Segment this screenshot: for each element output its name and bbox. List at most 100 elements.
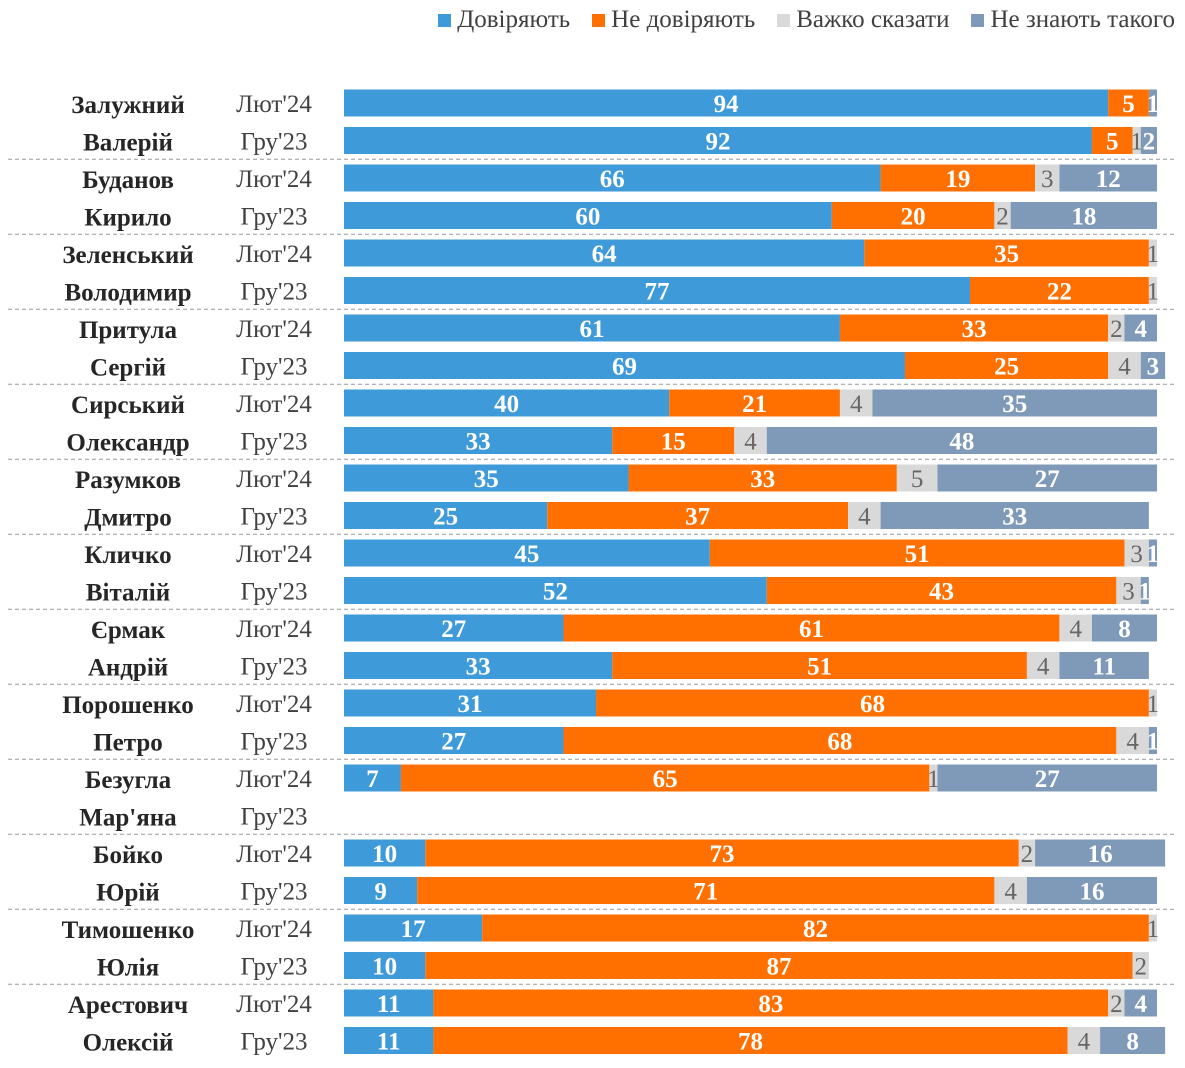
- data-label: 65: [653, 766, 678, 793]
- data-label: 4: [1004, 879, 1017, 906]
- person-name: Порошенко: [62, 692, 194, 719]
- period-label: Лют'24: [236, 466, 312, 493]
- person-name: Олександр: [66, 430, 189, 457]
- data-label: 3: [1041, 166, 1054, 193]
- bar-segment: [563, 614, 1060, 642]
- bar-segment: [1108, 314, 1125, 342]
- person-name: Сергій: [90, 355, 166, 382]
- bar-segment: [1059, 614, 1092, 642]
- person-name: Єрмак: [91, 617, 166, 644]
- bar-segment: [1148, 727, 1157, 754]
- bar-segment: [344, 952, 426, 979]
- data-label: 8: [1118, 616, 1131, 643]
- data-label: 1: [927, 766, 940, 793]
- bar-segment: [344, 614, 564, 642]
- period-label: Гру'23: [240, 1029, 307, 1056]
- data-label: 87: [766, 954, 791, 981]
- data-label: 2: [996, 204, 1009, 231]
- legend-label: Важко сказати: [796, 6, 950, 33]
- bar-segment: [864, 239, 1149, 267]
- data-label: 35: [474, 466, 499, 493]
- bar-segment: [766, 577, 1117, 604]
- bar-segment: [1148, 914, 1157, 942]
- bar-segment: [1059, 652, 1149, 679]
- period-label: Лют'24: [236, 766, 312, 793]
- data-label: 2: [1134, 954, 1147, 981]
- data-label: 33: [750, 466, 775, 493]
- bar-segment: [709, 539, 1125, 567]
- bar-segment: [1091, 127, 1133, 154]
- bar-segment: [1148, 539, 1157, 567]
- bar-segment: [596, 689, 1149, 717]
- data-label: 31: [458, 691, 483, 718]
- bar-segment: [1140, 127, 1157, 154]
- data-label: 51: [807, 654, 832, 681]
- bar-segment: [970, 277, 1149, 304]
- data-label: 2: [1143, 129, 1156, 156]
- data-label: 60: [575, 204, 600, 231]
- period-label: Лют'24: [236, 316, 312, 343]
- bar-segment: [839, 314, 1109, 342]
- data-label: 4: [1069, 616, 1082, 643]
- bar-segment: [1035, 164, 1060, 192]
- data-label: 1: [1147, 729, 1160, 756]
- person-name: Кирило: [84, 205, 171, 232]
- data-label: 78: [738, 1029, 763, 1056]
- person-name: Тимошенко: [62, 917, 195, 944]
- bar-segment: [1108, 89, 1149, 117]
- data-label: 17: [401, 916, 426, 943]
- bar-segment: [344, 989, 434, 1017]
- data-label: 20: [901, 204, 926, 231]
- legend-item: Не знають такого: [971, 6, 1175, 34]
- person-name: Арестович: [68, 992, 188, 1019]
- bar-segment: [344, 877, 418, 904]
- bar-segment: [344, 577, 767, 604]
- data-label: 33: [1002, 504, 1027, 531]
- bar-segment: [612, 652, 1027, 679]
- bar-segment: [612, 427, 735, 454]
- data-label: 5: [911, 466, 924, 493]
- data-label: 18: [1071, 204, 1096, 231]
- data-label: 4: [1078, 1029, 1091, 1056]
- legend-label: Довіряють: [457, 6, 571, 33]
- legend-swatch: [971, 13, 985, 27]
- bar-segment: [848, 502, 881, 529]
- data-label: 51: [905, 541, 930, 568]
- period-label: Лют'24: [236, 991, 312, 1018]
- period-label: Гру'23: [240, 129, 307, 156]
- data-label: 68: [860, 691, 885, 718]
- bar-segment: [880, 502, 1149, 529]
- bar-segment: [734, 427, 767, 454]
- bar-segment: [344, 164, 881, 192]
- data-label: 2: [1021, 841, 1034, 868]
- bar-segment: [344, 689, 597, 717]
- period-label: Лют'24: [236, 391, 312, 418]
- data-label: 4: [858, 504, 871, 531]
- bar-segment: [344, 239, 865, 267]
- bar-segment: [904, 352, 1109, 379]
- data-label: 40: [494, 391, 519, 418]
- person-name: Володимир: [64, 280, 191, 307]
- period-label: Лют'24: [236, 841, 312, 868]
- bar-segment: [344, 127, 1092, 154]
- data-label: 25: [994, 354, 1019, 381]
- bar-segment: [937, 764, 1157, 792]
- data-label: 4: [1126, 729, 1139, 756]
- bar-segment: [1100, 1027, 1166, 1054]
- data-label: 33: [466, 654, 491, 681]
- bar-segment: [839, 389, 873, 417]
- person-name: Андрій: [88, 655, 168, 682]
- period-label: Гру'23: [240, 954, 307, 981]
- bar-segment: [344, 314, 840, 342]
- person-name: Залужний: [71, 92, 184, 119]
- data-label: 61: [799, 616, 824, 643]
- bar-segment: [872, 389, 1157, 417]
- person-name: Мар'яна: [79, 805, 177, 832]
- legend-label: Не знають такого: [990, 6, 1175, 33]
- data-label: 33: [466, 429, 491, 456]
- data-label: 1: [1139, 579, 1152, 606]
- bar-segment: [1108, 352, 1141, 379]
- bar-segment: [1091, 614, 1157, 642]
- data-label: 5: [1122, 91, 1135, 118]
- bar-segment: [344, 1027, 434, 1054]
